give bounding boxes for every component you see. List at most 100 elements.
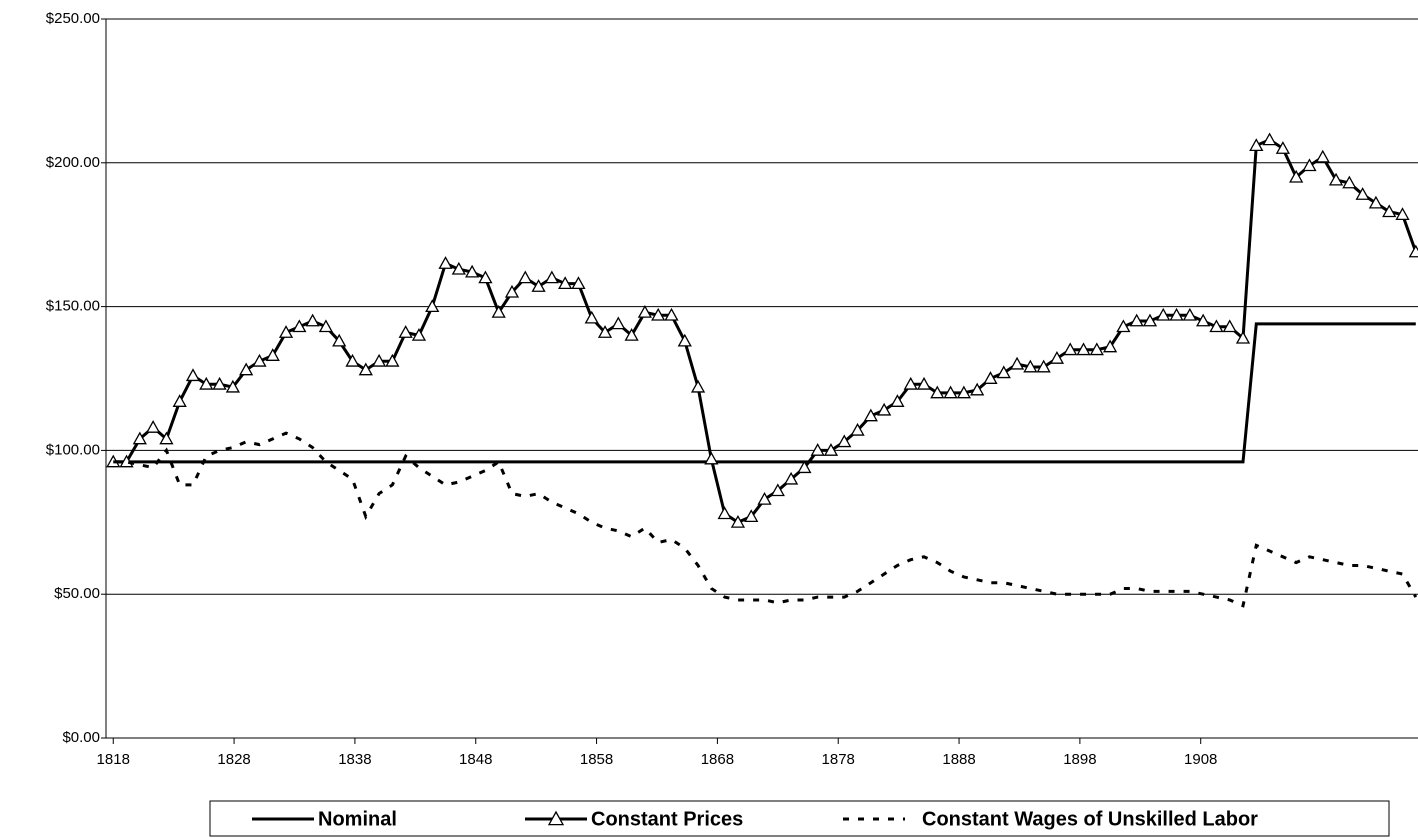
series-marker: [199, 376, 214, 390]
x-tick-label: 1858: [580, 751, 613, 768]
legend-box: [209, 800, 1390, 837]
series-marker: [491, 305, 506, 318]
series-marker: [425, 299, 440, 313]
series-marker: [185, 368, 201, 382]
series-marker: [1142, 313, 1158, 327]
series-marker: [252, 353, 267, 367]
legend-label: Constant Prices: [591, 808, 743, 830]
series-marker: [956, 385, 971, 399]
series-marker: [451, 261, 466, 275]
series-marker: [757, 491, 772, 505]
series-marker: [385, 353, 400, 367]
series-marker: [664, 307, 679, 321]
series-marker: [438, 256, 453, 269]
series-marker: [172, 394, 187, 407]
series-marker: [1036, 359, 1051, 373]
x-tick-label: 1828: [217, 751, 250, 768]
x-tick-label: 1888: [942, 751, 975, 768]
series-marker: [690, 379, 706, 393]
series-marker: [345, 353, 360, 367]
legend-marker: [547, 810, 565, 826]
series-marker: [531, 279, 546, 292]
series-marker: [1009, 356, 1025, 370]
x-tick-label: 1848: [459, 751, 492, 768]
series-marker: [146, 420, 161, 433]
series-marker: [571, 276, 586, 290]
series-marker: [1222, 319, 1237, 333]
series-marker: [597, 325, 613, 338]
series-marker: [478, 270, 493, 284]
series-line: [113, 322, 1416, 464]
series-marker: [850, 422, 865, 436]
series-marker: [1302, 158, 1317, 172]
series-marker: [1262, 132, 1277, 146]
series-marker: [877, 402, 892, 416]
series-marker: [770, 483, 785, 497]
series-marker: [983, 371, 998, 384]
series-marker: [332, 333, 347, 347]
y-tick-label: $250.00: [46, 10, 100, 27]
series-marker: [930, 385, 945, 399]
series-marker: [132, 431, 147, 445]
series-marker: [225, 379, 240, 393]
series-marker: [611, 316, 626, 330]
series-marker: [1169, 307, 1184, 321]
x-tick-label: 1878: [822, 751, 855, 768]
series-marker: [1355, 187, 1370, 200]
x-tick-label: 1898: [1063, 751, 1096, 768]
series-marker: [1235, 330, 1251, 344]
y-tick-label: $100.00: [46, 441, 100, 458]
series-marker: [1102, 339, 1118, 353]
series-marker: [744, 509, 759, 522]
series-marker: [1289, 169, 1304, 183]
series-marker: [1116, 319, 1131, 333]
series-marker: [624, 328, 639, 341]
series-marker: [1049, 351, 1065, 364]
series-marker: [704, 451, 719, 465]
series-marker: [518, 270, 533, 284]
series-marker: [730, 514, 746, 528]
series-marker: [411, 328, 427, 341]
series-marker: [810, 443, 825, 456]
series-marker: [837, 434, 852, 448]
series-marker: [863, 408, 878, 422]
legend-label: Constant Wages of Unskilled Labor: [922, 808, 1258, 830]
series-marker: [305, 313, 320, 327]
series-marker: [318, 319, 334, 333]
series-marker: [970, 382, 985, 396]
series-marker: [239, 362, 254, 376]
series-marker: [1156, 307, 1171, 321]
series-marker: [465, 264, 480, 278]
y-tick-label: $50.00: [54, 585, 100, 602]
series-marker: [1382, 204, 1397, 218]
series-marker: [278, 325, 294, 338]
series-marker: [1196, 313, 1211, 327]
series-marker: [584, 310, 599, 324]
series-marker: [1328, 172, 1344, 186]
x-tick-label: 1908: [1184, 751, 1217, 768]
series-marker: [558, 276, 573, 290]
series-marker: [371, 353, 387, 367]
series-marker: [1315, 149, 1330, 163]
series-marker: [544, 270, 559, 284]
y-tick-label: $0.00: [62, 729, 100, 746]
series-line: [113, 431, 1418, 608]
series-marker: [1076, 342, 1091, 356]
series-marker: [717, 506, 732, 520]
x-tick-label: 1868: [701, 751, 734, 768]
legend-label: Nominal: [318, 808, 397, 830]
x-tick-label: 1818: [97, 751, 130, 768]
series-marker: [159, 431, 174, 445]
series-marker: [1368, 195, 1384, 209]
series-marker: [823, 443, 839, 456]
x-tick-label: 1838: [338, 751, 371, 768]
series-marker: [1395, 207, 1410, 221]
series-marker: [1408, 244, 1418, 258]
series-marker: [1089, 342, 1104, 356]
series-marker: [677, 333, 692, 347]
y-tick-label: $200.00: [46, 154, 100, 171]
series-marker: [504, 284, 520, 298]
series-marker: [1182, 307, 1197, 321]
